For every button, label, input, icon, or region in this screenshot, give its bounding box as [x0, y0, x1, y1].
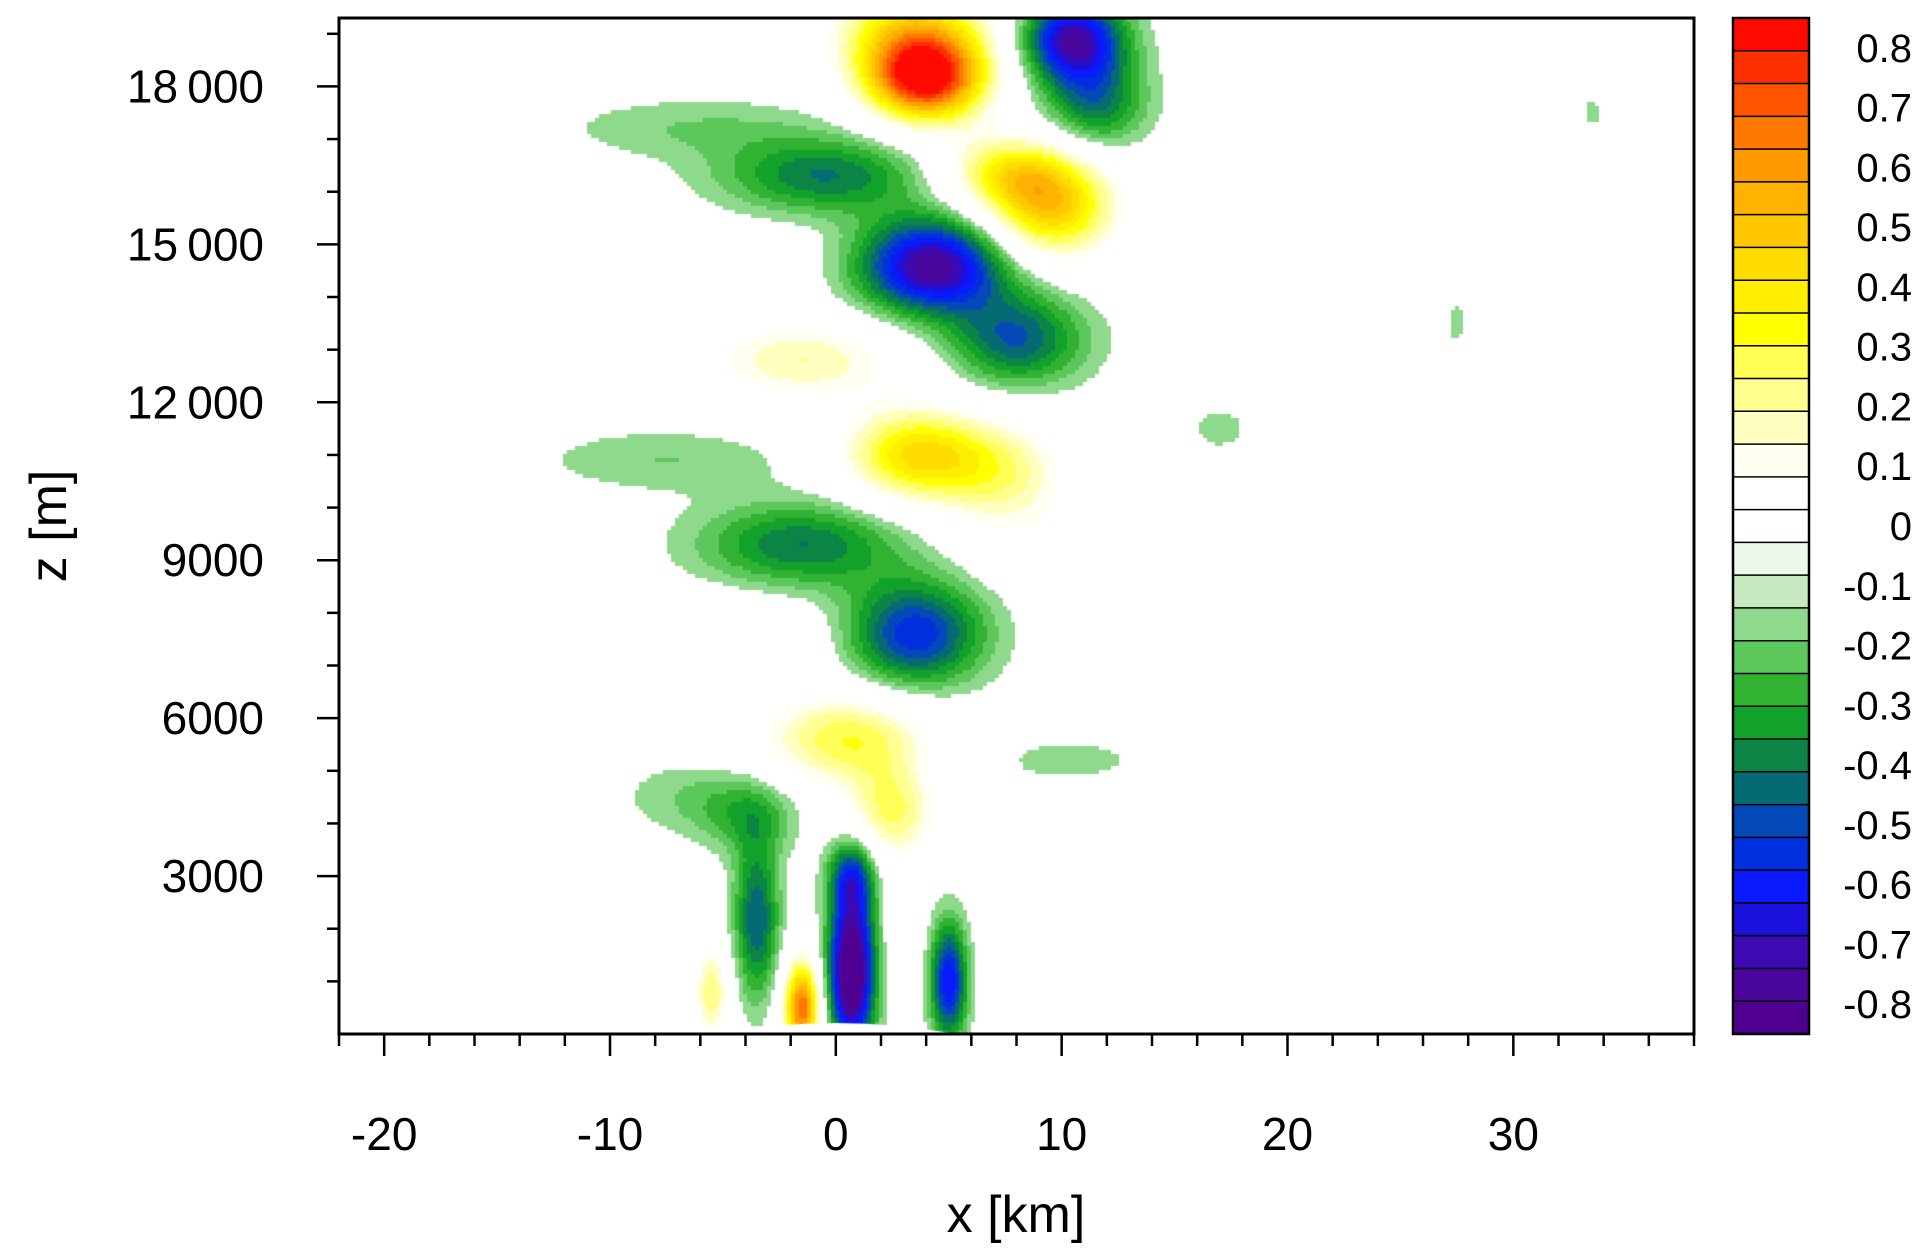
- x-tick-label: -10: [577, 1108, 643, 1160]
- colorbar-band: [1733, 181, 1809, 216]
- colorbar-band: [1733, 280, 1809, 314]
- y-tick-label: 15 000: [127, 218, 264, 270]
- colorbar-tick-label: 0.7: [1856, 87, 1912, 131]
- colorbar-band: [1733, 837, 1809, 871]
- colorbar-band: [1733, 575, 1809, 609]
- colorbar-band: [1733, 607, 1809, 642]
- colorbar-band: [1733, 673, 1809, 707]
- y-tick-label: 3000: [162, 850, 264, 902]
- plot-frame: [337, 16, 1696, 1036]
- contour-field: [339, 18, 1694, 1034]
- colorbar-band: [1733, 411, 1809, 445]
- colorbar-band: [1733, 83, 1809, 117]
- colorbar-band: [1733, 214, 1809, 249]
- colorbar-band: [1733, 149, 1809, 183]
- colorbar-band: [1733, 640, 1809, 675]
- colorbar-tick-label: 0.5: [1856, 206, 1912, 250]
- x-tick-label: -20: [351, 1108, 417, 1160]
- colorbar-tick-label: -0.5: [1843, 804, 1912, 848]
- x-axis-ticks: -20 -10 0 10 20 30: [337, 1034, 1696, 1160]
- colorbar-band: [1733, 870, 1809, 904]
- y-tick-label: 9000: [162, 534, 264, 586]
- y-axis-ticks: 3000 6000 9000 12 000 15 000 18 000: [127, 32, 339, 983]
- colorbar-tick-label: 0.3: [1856, 326, 1912, 370]
- colorbar-band: [1733, 476, 1809, 511]
- colorbar-frame: [1731, 16, 1811, 1036]
- colorbar-tick-label: -0.3: [1843, 684, 1912, 728]
- colorbar-band: [1733, 968, 1809, 1002]
- colorbar-band: [1733, 902, 1809, 937]
- colorbar-band: [1733, 739, 1809, 773]
- colorbar-band: [1733, 116, 1809, 150]
- colorbar-tick-label: -0.8: [1843, 983, 1912, 1027]
- colorbar-tick-label: 0.1: [1856, 445, 1912, 489]
- colorbar-tick-label: 0.8: [1856, 27, 1912, 71]
- plot-area: [339, 18, 1694, 1034]
- colorbar-tick-label: 0: [1890, 505, 1912, 549]
- y-tick-label: 18 000: [127, 60, 264, 112]
- colorbar-band: [1733, 18, 1809, 52]
- colorbar-band: [1733, 378, 1809, 412]
- x-tick-label: 10: [1036, 1108, 1087, 1160]
- colorbar-tick-label: -0.4: [1843, 744, 1912, 788]
- colorbar-band: [1733, 1001, 1809, 1035]
- y-tick-label: 12 000: [127, 376, 264, 428]
- y-axis-label: z [m]: [20, 470, 78, 583]
- colorbar-tick-label: 0.4: [1856, 266, 1912, 310]
- x-tick-label: 20: [1262, 1108, 1313, 1160]
- colorbar-tick-label: -0.1: [1843, 565, 1912, 609]
- x-tick-label: 30: [1488, 1108, 1539, 1160]
- colorbar-band: [1733, 542, 1809, 576]
- colorbar-tick-label: -0.6: [1843, 864, 1912, 908]
- colorbar-tick-label: -0.7: [1843, 923, 1912, 967]
- colorbar-band: [1733, 247, 1809, 281]
- colorbar-band: [1733, 312, 1809, 347]
- colorbar-band: [1733, 50, 1809, 85]
- colorbar-band: [1733, 804, 1809, 838]
- y-tick-label: 6000: [162, 692, 264, 744]
- colorbar-band: [1733, 935, 1809, 970]
- colorbar-band: [1733, 444, 1809, 478]
- colorbar-band: [1733, 509, 1809, 543]
- colorbar-band: [1733, 345, 1809, 380]
- colorbar-tick-label: -0.2: [1843, 625, 1912, 669]
- colorbar-tick-label: 0.6: [1856, 146, 1912, 190]
- x-axis-label: x [km]: [947, 1186, 1086, 1244]
- x-tick-label: 0: [823, 1108, 849, 1160]
- colorbar: 0.8 0.7 0.6 0.5 0.4 0.3 0.2 0.1 0 -0.1 -0.2 -0.3 -0.…: [1731, 16, 1912, 1036]
- colorbar-band: [1733, 771, 1809, 806]
- colorbar-band: [1733, 706, 1809, 740]
- colorbar-tick-label: 0.2: [1856, 385, 1912, 429]
